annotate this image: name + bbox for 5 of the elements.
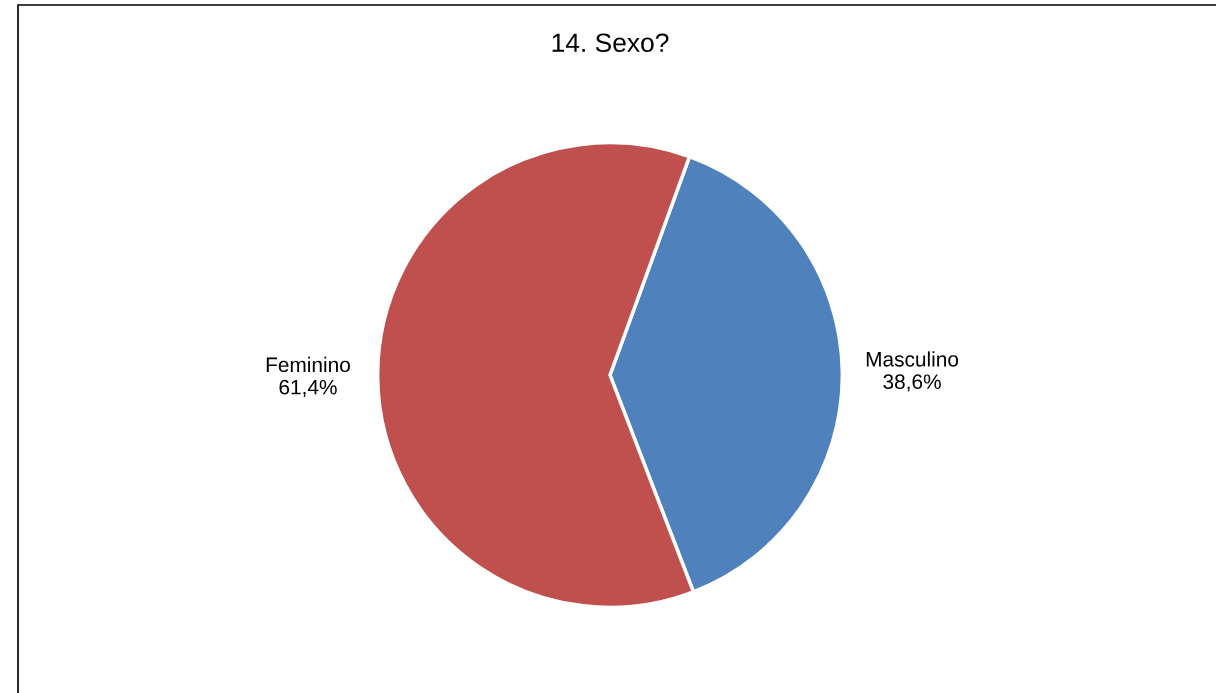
data-label: 61,4%: [279, 379, 337, 398]
data-label: 38,6%: [883, 374, 941, 392]
slice-label: Feminino: [266, 356, 350, 373]
slice-label: Masculino: [866, 351, 959, 367]
chart-title: 14. Sexo?: [552, 33, 669, 53]
